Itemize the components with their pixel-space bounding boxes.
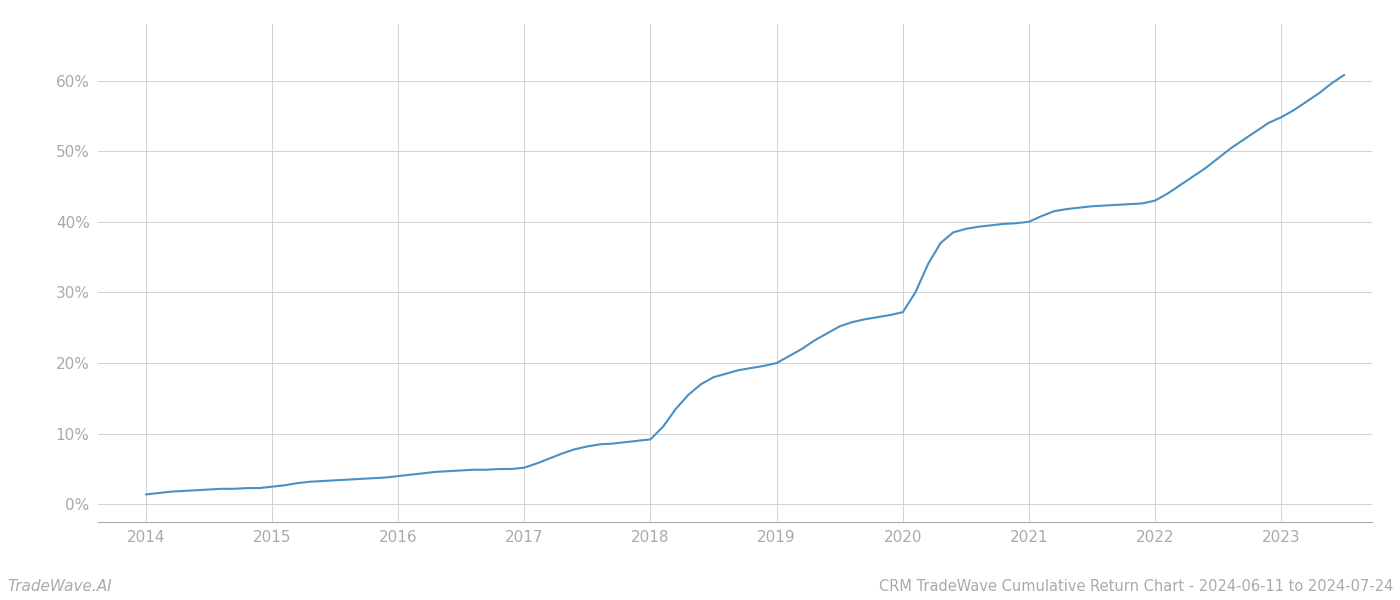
Text: CRM TradeWave Cumulative Return Chart - 2024-06-11 to 2024-07-24: CRM TradeWave Cumulative Return Chart - … <box>879 579 1393 594</box>
Text: TradeWave.AI: TradeWave.AI <box>7 579 112 594</box>
